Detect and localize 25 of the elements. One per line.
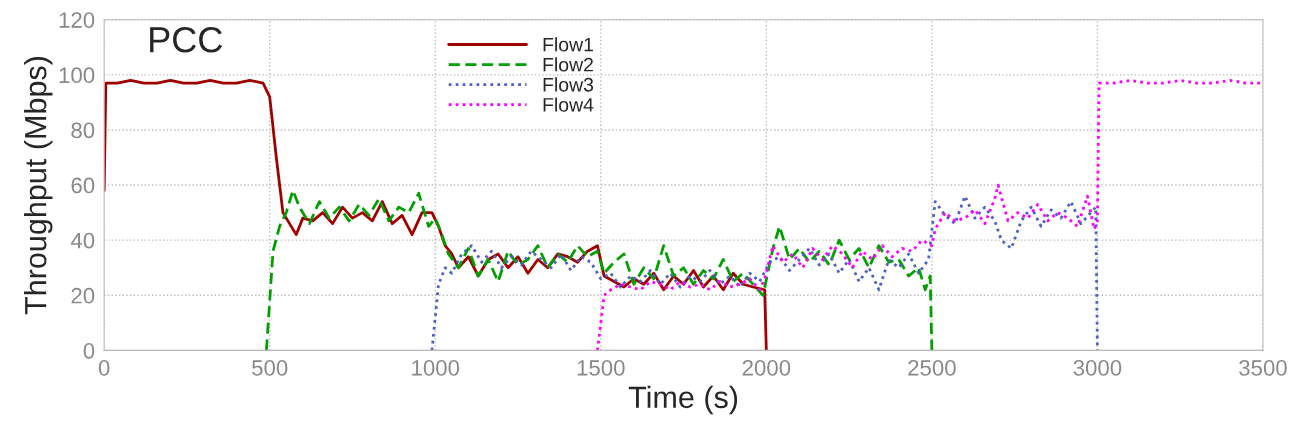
legend-label: Flow3	[543, 77, 594, 92]
y-tick-label: 80	[71, 122, 95, 139]
y-tick-label: 20	[71, 287, 95, 304]
y-tick-label: 40	[70, 232, 95, 249]
annotation: PCC	[150, 26, 223, 53]
y-tick-label: 0	[83, 342, 95, 359]
line-series	[265, 189, 934, 351]
y-tick-label: 100	[59, 67, 95, 84]
line-series	[596, 78, 1263, 351]
x-tick-label: 0	[98, 360, 110, 376]
x-tick-label: 2000	[742, 360, 791, 376]
y-axis-title: Throughput (Mbps)	[24, 57, 53, 315]
x-tick-label: 2500	[908, 360, 956, 376]
legend-label: Flow4	[543, 97, 594, 112]
y-tick-label: 120	[59, 12, 95, 28]
y-tick-label: 60	[71, 177, 95, 194]
x-tick-label: 1500	[577, 360, 625, 376]
x-tick-label: 500	[252, 360, 288, 376]
x-axis-title: Time (s)	[628, 385, 738, 415]
legend-label: Flow2	[543, 57, 593, 72]
x-tick-label: 3000	[1073, 360, 1122, 376]
legend-label: Flow1	[543, 37, 593, 52]
x-tick-label: 3500	[1239, 360, 1287, 376]
line-series	[430, 194, 1099, 351]
x-tick-label: 1000	[412, 360, 460, 376]
